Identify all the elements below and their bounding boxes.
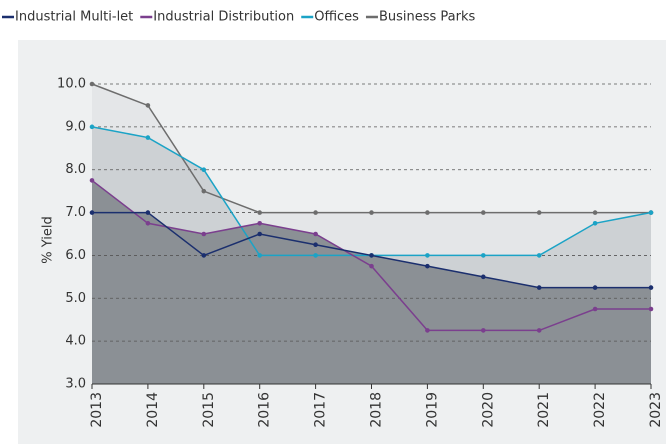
point (536, 285, 542, 290)
point (648, 210, 654, 215)
point (425, 253, 430, 258)
point (536, 328, 542, 333)
point (425, 328, 430, 333)
x-tick-label: 2018 (369, 392, 385, 428)
x-tick-label: 2017 (313, 392, 329, 428)
point (369, 263, 374, 269)
point (536, 210, 542, 215)
x-tick-label: 2013 (89, 392, 105, 428)
point (201, 253, 207, 258)
point (481, 328, 486, 333)
point (592, 210, 598, 215)
y-tick-label: 10.0 (57, 77, 86, 92)
x-tick-label: 2023 (648, 392, 664, 428)
point (481, 274, 486, 280)
y-tick-label: 4.0 (65, 334, 86, 349)
point (201, 188, 207, 194)
point (481, 253, 486, 258)
x-tick-label: 2022 (592, 392, 608, 428)
point (592, 285, 598, 290)
x-tick-label: 2020 (480, 392, 496, 428)
point (481, 210, 486, 215)
point (145, 103, 151, 108)
point (592, 220, 598, 226)
y-axis-label: % Yield (41, 216, 56, 263)
point (313, 253, 318, 258)
point (536, 253, 542, 258)
point (89, 210, 95, 215)
y-tick-label: 9.0 (65, 119, 86, 134)
y-tick-label: 8.0 (65, 162, 86, 177)
point (257, 231, 263, 237)
x-tick-label: 2014 (145, 392, 161, 428)
point (201, 231, 207, 237)
y-tick-label: 6.0 (65, 248, 86, 263)
point (257, 210, 263, 215)
y-tick-label: 3.0 (65, 377, 86, 392)
x-tick-label: 2019 (424, 392, 440, 428)
point (425, 210, 430, 215)
point (313, 242, 318, 248)
point (201, 167, 207, 173)
x-tick-label: 2015 (201, 392, 217, 428)
x-tick-label: 2016 (257, 392, 273, 428)
point (313, 231, 318, 237)
legend-label: Business Parks (379, 10, 476, 25)
point (89, 178, 95, 183)
point (145, 210, 151, 215)
point (89, 81, 95, 87)
legend-label: Industrial Distribution (153, 10, 294, 25)
y-tick-label: 7.0 (65, 205, 86, 220)
point (257, 253, 263, 258)
point (145, 220, 151, 226)
point (648, 306, 654, 312)
point (369, 210, 374, 215)
point (648, 285, 654, 290)
legend-label: Offices (314, 10, 359, 25)
legend-label: Industrial Multi-let (15, 10, 133, 25)
point (425, 263, 430, 269)
y-tick-label: 5.0 (65, 291, 86, 306)
point (592, 306, 598, 312)
x-tick-label: 2021 (536, 392, 552, 428)
point (313, 210, 318, 215)
point (257, 220, 263, 226)
point (369, 253, 374, 258)
point (89, 124, 95, 130)
point (145, 135, 151, 140)
